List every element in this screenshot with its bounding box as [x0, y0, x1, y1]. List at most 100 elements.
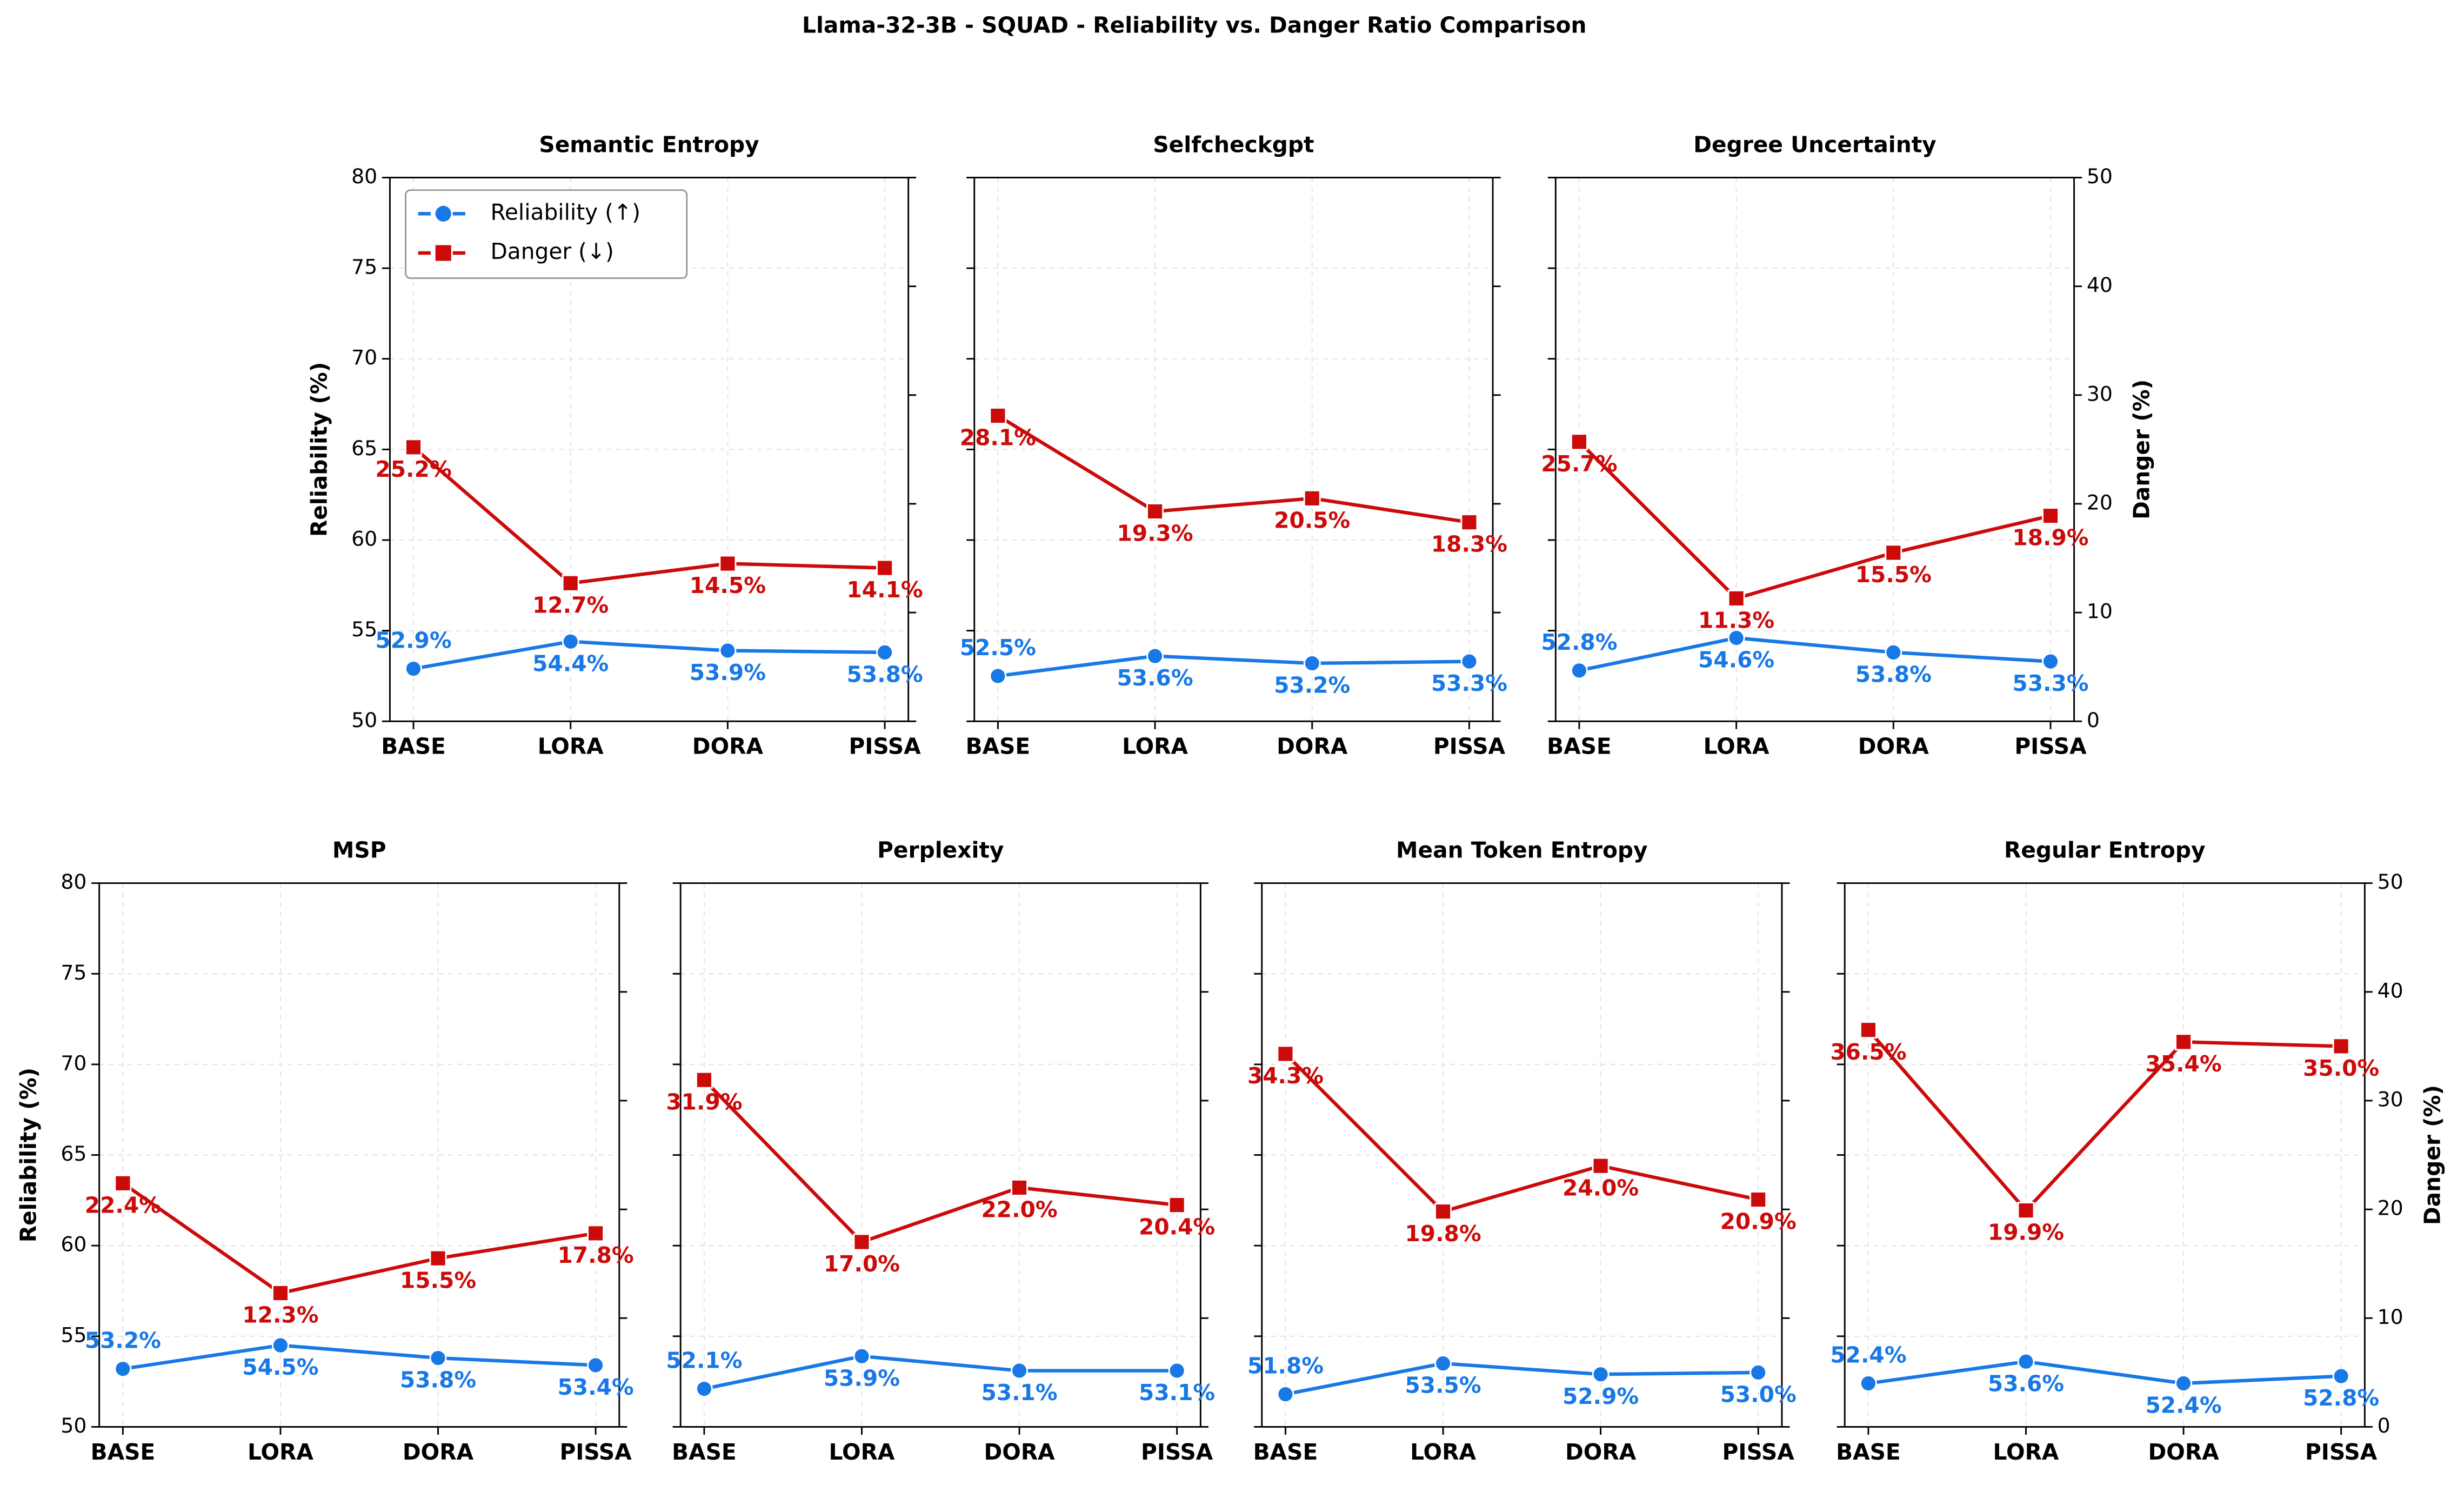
value-label: 53.8% [1855, 661, 1932, 687]
y2-tick-label: 10 [2378, 1305, 2403, 1329]
y-tick-label: 50 [351, 708, 377, 732]
reliability-marker [1277, 1386, 1294, 1403]
y2-tick-label: 40 [2087, 273, 2113, 297]
value-label: 31.9% [666, 1089, 742, 1115]
reliability-marker [1303, 654, 1321, 672]
series-line [703, 1078, 1177, 1244]
value-label: 12.3% [242, 1302, 318, 1328]
danger-marker [2332, 1037, 2350, 1055]
danger-marker [1277, 1045, 1294, 1063]
x-tick-label: LORA [538, 734, 604, 760]
plot-frame [1554, 177, 2075, 722]
value-label: 51.8% [1247, 1353, 1324, 1379]
reliability-marker [405, 660, 423, 678]
value-label: 52.9% [375, 628, 451, 654]
subplot: 50 55 60 65 70 75 80 BASE LORA DORA PISSA MSP Reliab… [16, 837, 634, 1465]
y2-tick-label: 20 [2087, 490, 2113, 514]
reliability-marker [1592, 1366, 1610, 1383]
value-label: 22.0% [981, 1197, 1057, 1223]
x-tick-label: BASE [1547, 734, 1612, 760]
value-label: 35.4% [2145, 1051, 2221, 1077]
series-line [1285, 1361, 1759, 1396]
y-tick-label: 70 [351, 345, 377, 369]
value-label: 52.5% [960, 635, 1036, 661]
y2-tick-label: 20 [2378, 1196, 2403, 1220]
value-label: 52.8% [2303, 1385, 2379, 1411]
subplot-title: MSP [332, 837, 386, 863]
legend-box [405, 189, 688, 279]
value-label: 19.9% [1988, 1220, 2064, 1246]
value-label: 53.8% [847, 661, 923, 687]
subplot-title: Regular Entropy [2004, 837, 2206, 863]
y-axis-label: Reliability (%) [16, 1068, 42, 1242]
y2-tick-label: 30 [2378, 1087, 2403, 1111]
danger-marker [1434, 1203, 1452, 1221]
danger-marker [1885, 544, 1902, 562]
reliability-marker [1434, 1355, 1452, 1373]
danger-marker [1146, 503, 1164, 521]
x-tick-label: DORA [984, 1439, 1055, 1465]
y-tick-label: 60 [351, 527, 377, 550]
reliability-marker [695, 1380, 713, 1398]
y2-tick-label: 30 [2087, 382, 2113, 405]
plot-frame [98, 882, 620, 1428]
value-label: 22.4% [85, 1192, 161, 1218]
value-label: 20.4% [1139, 1214, 1215, 1240]
y-tick-label: 80 [351, 164, 377, 188]
value-label: 18.9% [2012, 525, 2088, 551]
value-label: 19.8% [1405, 1221, 1481, 1247]
danger-marker [1727, 589, 1745, 607]
x-tick-label: LORA [1993, 1439, 2059, 1465]
reliability-marker [1011, 1362, 1029, 1380]
x-tick-label: BASE [381, 734, 446, 760]
danger-marker [2017, 1202, 2035, 1220]
y-tick-label: 50 [61, 1414, 86, 1437]
danger-marker [1749, 1191, 1767, 1209]
danger-marker [405, 438, 423, 456]
value-label: 25.7% [1541, 451, 1617, 477]
reliability-marker [429, 1349, 447, 1367]
reliability-marker [853, 1347, 871, 1365]
series-line [122, 1182, 596, 1295]
value-label: 17.8% [558, 1242, 634, 1268]
y2-axis-label: Danger (%) [2419, 1085, 2445, 1225]
reliability-marker [562, 632, 579, 650]
x-tick-label: DORA [2148, 1439, 2219, 1465]
danger-marker [2041, 507, 2059, 525]
plot-frame [679, 882, 1201, 1428]
x-tick-label: PISSA [1141, 1439, 1213, 1465]
value-label: 17.0% [824, 1251, 900, 1277]
value-label: 14.1% [847, 577, 923, 603]
reliability-marker [1749, 1363, 1767, 1381]
y2-tick-label: 0 [2378, 1414, 2390, 1437]
danger-marker [1592, 1157, 1610, 1175]
value-label: 25.2% [375, 456, 451, 482]
reliability-marker [114, 1360, 132, 1378]
x-tick-label: PISSA [559, 1439, 632, 1465]
danger-marker [1859, 1021, 1877, 1039]
value-label: 14.5% [690, 572, 766, 598]
y2-tick-label: 50 [2087, 164, 2113, 188]
x-tick-label: LORA [248, 1439, 313, 1465]
value-label: 15.5% [1855, 562, 1932, 588]
figure-title: Llama-32-3B - SQUAD - Reliability vs. Da… [802, 12, 1586, 38]
danger-marker [562, 574, 579, 592]
x-tick-label: PISSA [2014, 734, 2087, 760]
x-tick-label: BASE [1836, 1439, 1901, 1465]
reliability-marker [1885, 643, 1902, 661]
value-label: 12.7% [532, 592, 609, 618]
danger-marker [114, 1174, 132, 1192]
value-label: 18.3% [1431, 531, 1507, 557]
subplot-title: Semantic Entropy [539, 131, 759, 157]
reliability-marker [271, 1336, 289, 1354]
y2-tick-label: 50 [2378, 870, 2403, 894]
series-line [1579, 636, 2051, 672]
series-line [412, 445, 885, 585]
value-label: 53.1% [981, 1380, 1057, 1406]
series-line [704, 1354, 1177, 1391]
value-label: 15.5% [400, 1267, 476, 1293]
reliability-marker [1859, 1374, 1877, 1392]
y-tick-label: 65 [61, 1142, 86, 1166]
y-tick-label: 60 [61, 1233, 86, 1256]
